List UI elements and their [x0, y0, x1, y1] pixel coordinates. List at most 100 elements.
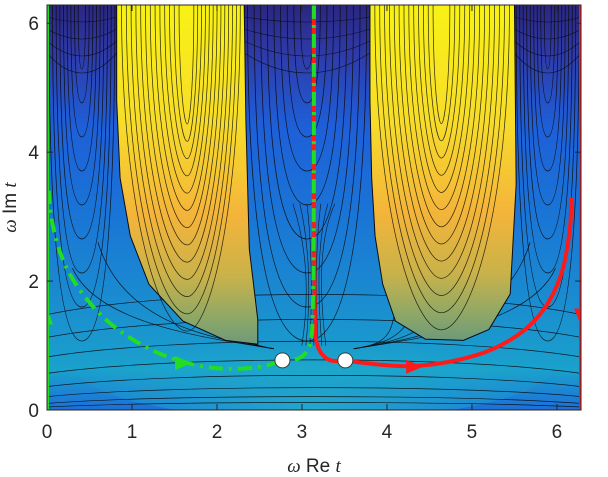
central-contour-line: [292, 203, 307, 346]
y-tick-label: 6: [28, 14, 39, 35]
x-tick-label: 6: [552, 422, 563, 443]
valley-contour-line: [522, 5, 573, 274]
lobe-contour-line: [398, 5, 486, 245]
lobe-contour-line: [413, 5, 471, 193]
lobe-contour-line: [384, 5, 500, 296]
x-axis-label: ω Re t: [287, 456, 341, 477]
path-arrow: [174, 355, 192, 370]
lobe-contour-line: [389, 5, 495, 279]
lobe-contour-line: [178, 5, 195, 125]
x-tick-label: 4: [382, 422, 393, 443]
lobe-contour-line: [432, 5, 451, 125]
bottom-contour-line: [47, 375, 581, 387]
integration-path: [47, 5, 316, 371]
path-arrow: [47, 307, 53, 325]
lobe-contour-line: [154, 5, 214, 211]
x-tick-label: 1: [127, 422, 138, 443]
lobe-contour-line: [173, 5, 199, 142]
y-tick-label: 0: [28, 401, 39, 422]
valley-contour-line: [63, 5, 101, 206]
valley-contour-line: [543, 5, 552, 70]
valley-contour-line: [55, 5, 108, 274]
integration-path: [311, 5, 574, 369]
valley-contour-line: [244, 28, 371, 40]
central-contour-line: [321, 203, 336, 346]
lobe-contour-line: [140, 5, 226, 263]
valley-contour-line: [514, 40, 581, 57]
lobe-contour-line: [121, 5, 241, 332]
valley-contour-line: [519, 5, 577, 308]
valley-contour-line: [77, 5, 86, 70]
central-contour-line: [299, 203, 310, 346]
lobe-contour-line: [379, 5, 505, 314]
y-axis-label-prefix: ω: [0, 219, 21, 232]
lobe-contour-line: [145, 5, 222, 246]
yellow-lobes: [116, 5, 517, 345]
valley-contour-line: [536, 5, 559, 138]
valley-contour-line: [515, 5, 580, 342]
valley-contour-line: [47, 16, 117, 23]
valley-contour-line: [529, 5, 566, 206]
lobe-contour-line: [422, 5, 461, 159]
valley-contour-line: [244, 16, 371, 23]
x-tick-label: 3: [297, 422, 308, 443]
x-tick-label: 2: [212, 422, 223, 443]
lobe-contour-line: [159, 5, 210, 194]
x-axis-label-var: t: [336, 456, 342, 477]
lobe-contour-line: [393, 5, 490, 262]
valley-contour-line: [48, 5, 116, 342]
bottom-contour-line: [47, 359, 581, 374]
x-axis-ticks: 0 1 2 3 4 5 6: [42, 5, 563, 443]
valley-contour-line: [244, 52, 371, 74]
lobe-contour-line: [164, 5, 206, 177]
y-axis-label-word: Im: [0, 193, 21, 214]
valley-contour-line: [260, 5, 354, 274]
bottom-contour-line: [47, 387, 581, 397]
path-arrow: [406, 359, 424, 374]
y-axis-ticks: 0 2 4 6: [28, 14, 581, 422]
valley-contour-line: [514, 16, 581, 23]
valley-contour-line: [47, 28, 117, 40]
x-axis-label-word: Re: [306, 456, 330, 477]
valley-contour-line: [280, 5, 334, 172]
saddle-points: [274, 352, 354, 369]
saddle-point: [337, 352, 354, 369]
axes-frame: [46, 4, 582, 411]
lobe-contour-line: [125, 5, 237, 315]
valley-contour-line: [59, 5, 105, 240]
valley-contour-line: [266, 5, 348, 240]
lobe-contour-line: [149, 5, 218, 229]
valley-contour-line: [533, 5, 563, 172]
lobe-contour-line: [135, 5, 230, 280]
y-tick-label: 4: [28, 143, 39, 164]
lobe-contour-line: [403, 5, 481, 228]
lobe-contour-line: [169, 5, 202, 160]
valley-contour-line: [47, 40, 117, 57]
lobe-contour-line: [418, 5, 466, 176]
plot-area: 0 1 2 3 4 5 6 0 2 4 6 ω Re t ω Im t: [0, 4, 582, 477]
x-axis-label-prefix: ω: [287, 456, 300, 477]
valley-contour-line: [286, 5, 328, 138]
central-contour-line: [318, 203, 329, 346]
y-axis-label: ω Im t: [0, 182, 21, 233]
central-contour-line: [316, 203, 322, 346]
valley-contour-line: [66, 5, 97, 172]
lobe-contour-line: [408, 5, 476, 211]
y-axis-label-var: t: [0, 182, 21, 188]
bottom-contour-line: [47, 402, 581, 408]
lobe-contour-line: [130, 5, 233, 298]
lobe-contour-line: [374, 5, 510, 331]
lobe-contour-line: [427, 5, 456, 142]
valley-contour-line: [526, 5, 570, 240]
valley-contour-line: [244, 40, 371, 57]
x-tick-label: 0: [42, 422, 53, 443]
valley-contour-line: [514, 52, 581, 74]
path-arrow: [574, 308, 581, 326]
valley-contour-line: [514, 28, 581, 40]
valley-contour-line: [47, 52, 117, 74]
valley-contour-line: [253, 5, 361, 308]
valley-contour-line: [52, 5, 112, 308]
bottom-contour-line: [47, 396, 581, 404]
y-tick-label: 2: [28, 272, 39, 293]
